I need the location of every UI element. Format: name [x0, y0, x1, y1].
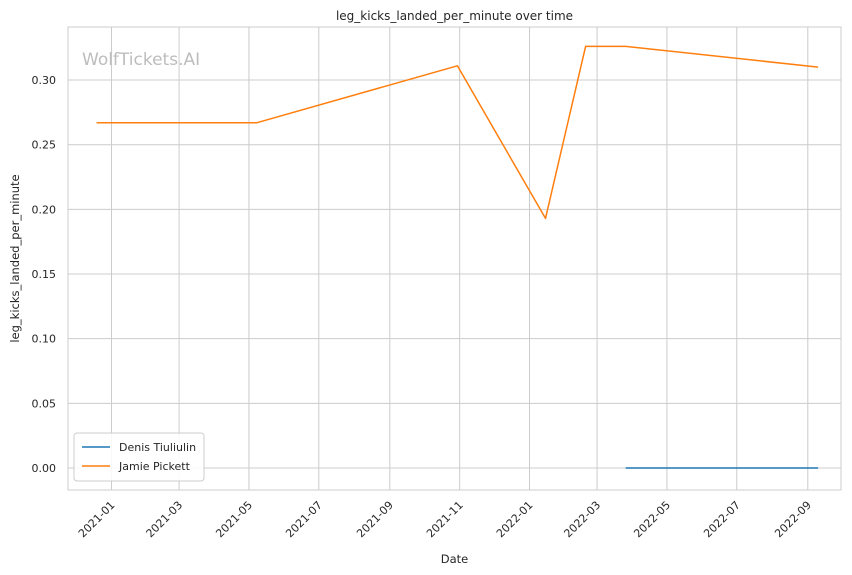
watermark: WolfTickets.AI	[82, 50, 200, 70]
y-axis-title: leg_kicks_landed_per_minute	[8, 174, 22, 342]
legend-box	[73, 432, 205, 482]
y-tick-label: 0.30	[32, 74, 57, 87]
y-tick-label: 0.00	[32, 462, 57, 475]
y-tick-label: 0.15	[32, 268, 57, 281]
grid	[68, 27, 841, 490]
legend: Denis Tiuliulin Jamie Pickett	[73, 432, 205, 482]
plot-area	[68, 27, 841, 490]
plot-frame	[67, 26, 842, 491]
x-axis-title: Date	[441, 552, 469, 566]
series-line-jamie-pickett	[96, 45, 819, 220]
y-tick-label: 0.05	[32, 397, 57, 410]
chart-title: leg_kicks_landed_per_minute over time	[336, 9, 573, 23]
legend-label: Jamie Pickett	[118, 460, 191, 473]
legend-label: Denis Tiuliulin	[119, 441, 196, 454]
y-tick-label: 0.20	[32, 203, 57, 216]
series-layer	[96, 45, 819, 469]
plot-border	[67, 26, 842, 491]
y-tick-label: 0.25	[32, 139, 57, 152]
y-tick-label: 0.10	[32, 333, 57, 346]
